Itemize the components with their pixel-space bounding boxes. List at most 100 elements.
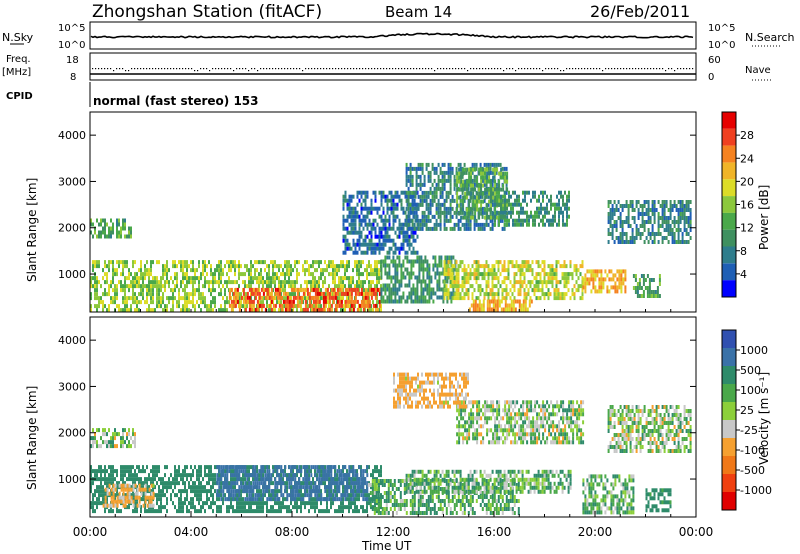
data-cell <box>417 162 420 167</box>
data-cell <box>392 263 395 268</box>
data-cell <box>394 230 397 235</box>
data-cell <box>174 276 176 281</box>
data-cell <box>156 509 158 514</box>
data-cell <box>140 469 142 474</box>
data-cell <box>405 174 408 179</box>
data-cell <box>112 473 114 478</box>
data-cell <box>509 260 512 265</box>
data-cell <box>419 182 422 187</box>
data-cell <box>128 230 130 235</box>
data-cell <box>388 283 391 288</box>
colorbar-swatch <box>722 212 736 230</box>
data-cell <box>352 307 355 312</box>
data-cell <box>631 216 634 220</box>
data-cell <box>140 292 142 297</box>
data-cell <box>439 218 442 223</box>
data-cell <box>478 207 481 212</box>
data-cell <box>136 501 138 506</box>
data-cell <box>114 296 116 301</box>
data-cell <box>415 202 418 207</box>
data-cell <box>92 440 94 445</box>
data-cell <box>428 271 431 276</box>
data-cell <box>266 284 268 289</box>
data-cell <box>106 234 108 239</box>
data-cell <box>502 183 505 188</box>
data-cell <box>316 260 318 265</box>
data-cell <box>461 296 464 301</box>
freq-dot <box>350 68 352 70</box>
data-cell <box>240 501 242 506</box>
data-cell <box>479 194 482 199</box>
data-cell <box>98 493 100 498</box>
data-cell <box>196 300 198 305</box>
data-cell <box>400 246 403 251</box>
data-cell <box>423 222 426 227</box>
data-cell <box>154 280 156 285</box>
data-cell <box>584 273 587 278</box>
data-cell <box>370 304 372 309</box>
data-cell <box>442 287 445 292</box>
data-cell <box>118 304 120 309</box>
data-cell <box>396 194 399 199</box>
data-cell <box>414 238 417 243</box>
data-cell <box>445 288 448 293</box>
data-cell <box>625 220 628 224</box>
data-cell <box>210 465 212 470</box>
data-cell <box>569 260 572 265</box>
data-cell <box>606 285 609 290</box>
data-cell <box>370 210 373 215</box>
data-cell <box>442 267 445 272</box>
data-cell <box>90 505 92 510</box>
data-cell <box>683 208 686 212</box>
data-cell <box>621 204 624 208</box>
data-cell <box>462 203 465 208</box>
data-cell <box>408 275 411 280</box>
data-cell <box>210 264 212 269</box>
data-cell <box>228 300 230 305</box>
data-cell <box>463 280 466 285</box>
data-cell <box>344 242 347 247</box>
data-cell <box>122 264 124 269</box>
data-cell <box>136 485 138 490</box>
data-cell <box>274 276 276 281</box>
data-cell <box>104 280 106 285</box>
data-cell <box>350 198 353 203</box>
data-cell <box>322 295 325 300</box>
data-cell <box>487 280 490 285</box>
data-cell <box>504 198 506 203</box>
data-cell <box>166 260 168 265</box>
data-cell <box>290 264 292 269</box>
data-cell <box>184 473 186 478</box>
data-cell <box>110 234 112 239</box>
data-cell <box>594 285 597 290</box>
data-cell <box>402 210 405 215</box>
colorbar-tick-label: 12 <box>740 222 754 235</box>
data-cell <box>190 465 192 470</box>
data-cell <box>210 505 212 510</box>
data-cell <box>356 272 358 277</box>
data-cell <box>268 264 270 269</box>
data-cell <box>198 276 200 281</box>
data-cell <box>427 174 430 179</box>
data-cell <box>132 477 134 482</box>
data-cell <box>642 290 645 294</box>
data-cell <box>602 281 605 286</box>
data-cell <box>675 220 678 224</box>
data-cell <box>634 290 637 294</box>
data-cell <box>294 287 297 292</box>
freq-dot <box>119 68 121 70</box>
data-cell <box>320 291 323 296</box>
data-cell <box>512 303 515 308</box>
data-cell <box>489 268 492 273</box>
data-cell <box>100 222 102 227</box>
data-cell <box>485 162 488 167</box>
data-cell <box>640 286 643 290</box>
data-cell <box>529 268 532 273</box>
data-cell <box>443 182 446 187</box>
data-cell <box>358 303 361 308</box>
data-cell <box>433 190 436 195</box>
data-cell <box>494 191 497 196</box>
data-cell <box>651 200 654 204</box>
data-cell <box>368 206 371 211</box>
data-cell <box>364 299 367 304</box>
